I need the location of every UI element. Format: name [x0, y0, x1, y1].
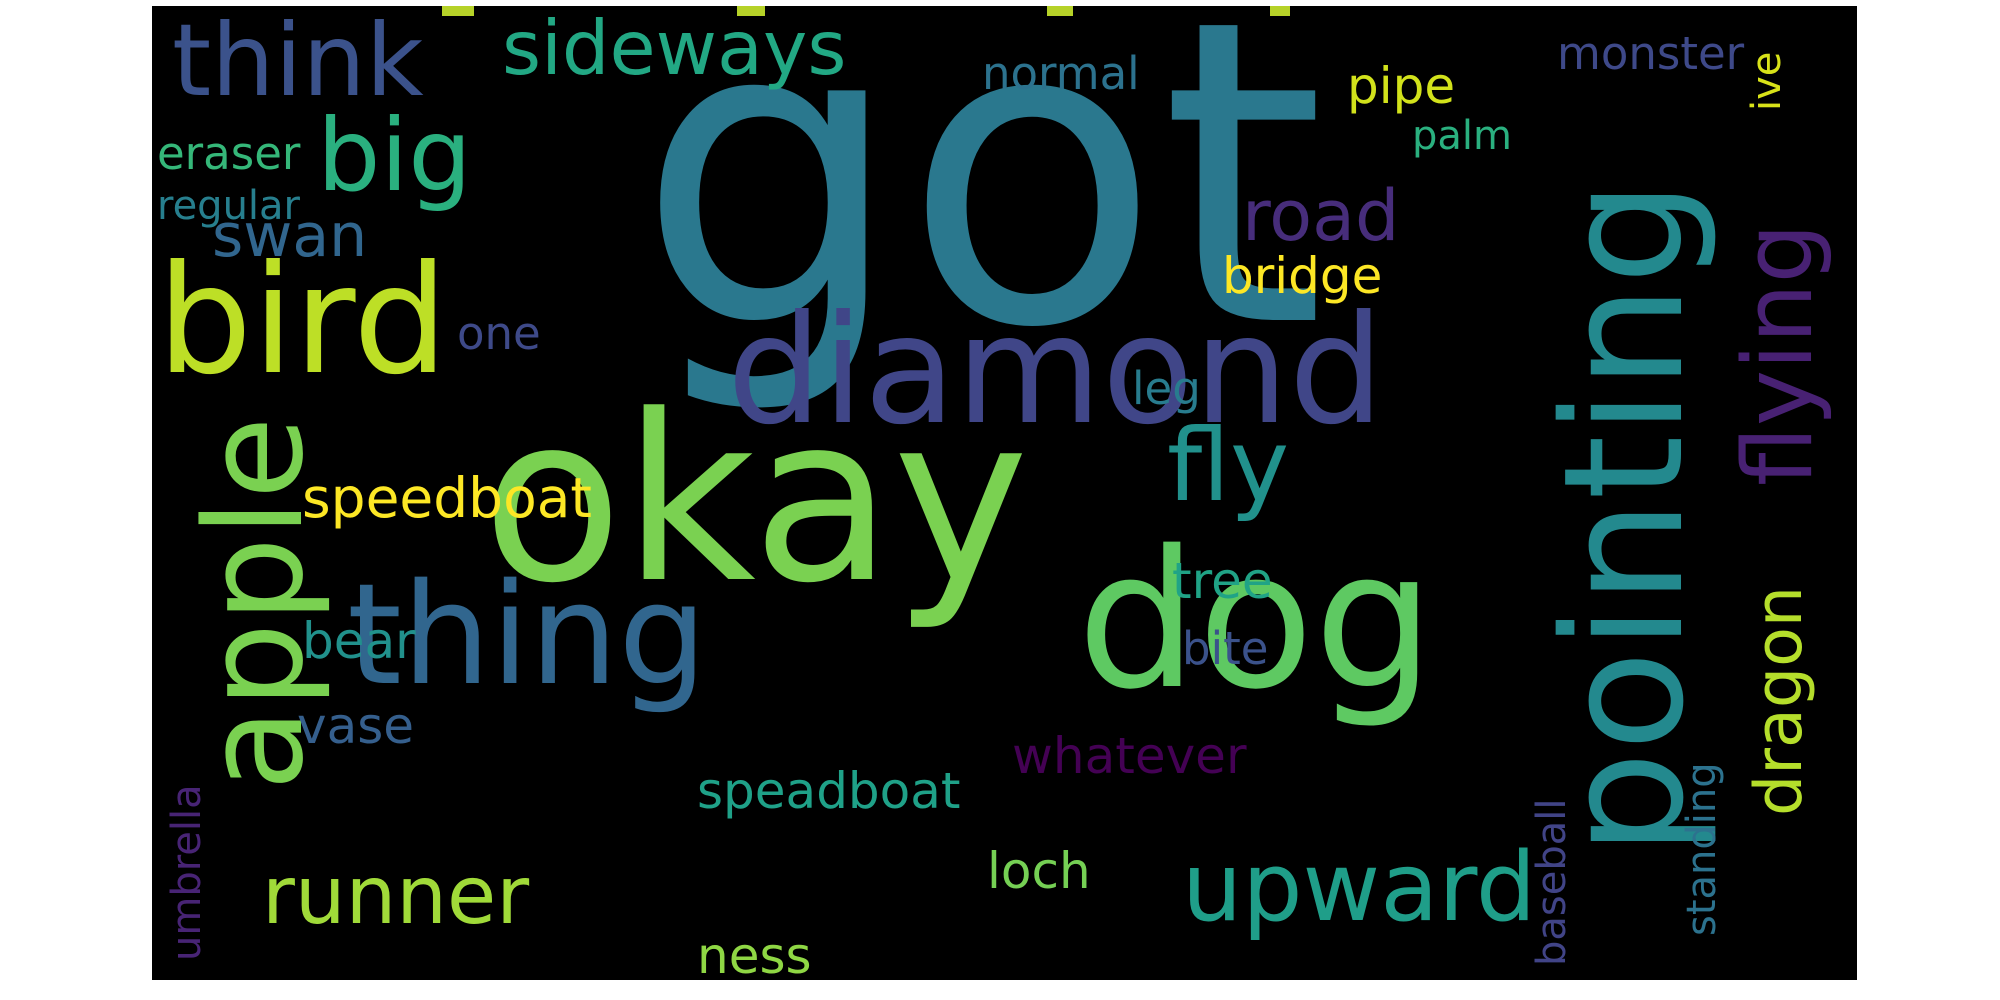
- word-one: one: [457, 307, 541, 360]
- word-road: road: [1242, 175, 1400, 257]
- word-ive: ive: [1744, 51, 1790, 111]
- word-dragon: dragon: [1742, 585, 1817, 816]
- word-flying: flying: [1724, 223, 1834, 486]
- word-whatever: whatever: [1012, 727, 1247, 785]
- word-loch: loch: [987, 842, 1091, 900]
- word-okay: okay: [482, 367, 1029, 634]
- word-runner: runner: [262, 849, 530, 942]
- clipped-word-fragment: [1047, 6, 1073, 16]
- word-baseball: baseball: [1529, 798, 1575, 966]
- word-pipe: pipe: [1347, 57, 1456, 115]
- word-got: got: [637, 6, 1326, 420]
- clipped-word-fragment: [442, 6, 474, 16]
- word-bird: bird: [157, 234, 449, 408]
- word-swan: swan: [212, 201, 368, 271]
- word-palm: palm: [1412, 113, 1512, 159]
- word-fly: fly: [1167, 407, 1290, 524]
- word-speadboat: speadboat: [697, 762, 961, 820]
- word-thing: thing: [347, 554, 708, 717]
- word-vase: vase: [297, 697, 415, 755]
- word-normal: normal: [982, 47, 1140, 100]
- clipped-word-fragment: [737, 6, 765, 16]
- word-standing: standing: [1679, 762, 1725, 936]
- word-pointing: pointing: [1528, 180, 1720, 856]
- word-bite: bite: [1182, 622, 1269, 675]
- word-eraser: eraser: [157, 127, 301, 180]
- word-bridge: bridge: [1222, 247, 1383, 305]
- word-monster: monster: [1557, 27, 1745, 80]
- word-speedboat: speedboat: [302, 466, 592, 530]
- word-big: big: [317, 97, 472, 214]
- word-umbrella: umbrella: [164, 784, 210, 961]
- word-think: think: [172, 6, 424, 119]
- word-tree: tree: [1172, 552, 1273, 610]
- word-dog: dog: [1077, 510, 1435, 731]
- word-diamond: diamond: [727, 284, 1384, 458]
- word-regular: regular: [157, 183, 300, 229]
- word-cloud: got okay bird diamond dog pointing thing…: [152, 6, 1857, 980]
- word-leg: leg: [1132, 362, 1201, 415]
- word-sideways: sideways: [502, 6, 847, 92]
- word-bear: bear: [302, 612, 416, 670]
- clipped-word-fragment: [1270, 6, 1290, 16]
- word-upward: upward: [1182, 833, 1537, 943]
- word-ness: ness: [697, 927, 812, 980]
